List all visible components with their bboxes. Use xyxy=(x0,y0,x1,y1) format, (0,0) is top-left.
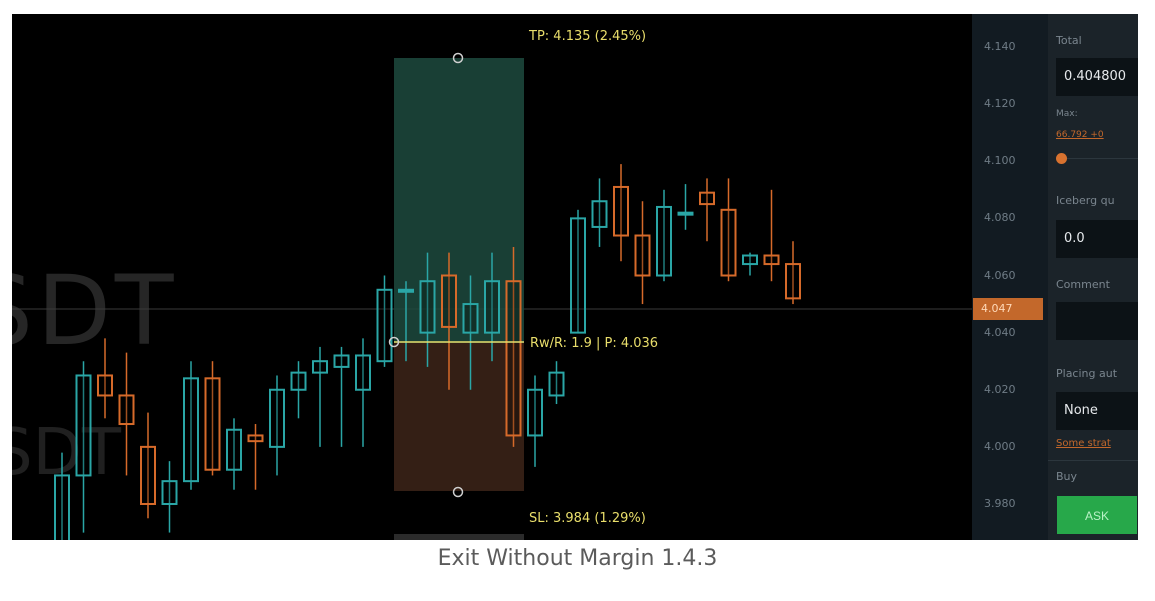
watermark-symbol: SDT xyxy=(12,255,178,367)
price-tick-label: 4.000 xyxy=(984,439,1016,453)
candle-body xyxy=(441,274,457,328)
candle-body xyxy=(161,480,178,505)
order-panel: Total 0.404800 Max: 66.792 +0 Iceberg qu… xyxy=(1048,14,1138,540)
candle-body xyxy=(548,371,565,397)
candle-body xyxy=(720,208,737,277)
current-price-tag: 4.047 xyxy=(973,298,1043,320)
comment-label: Comment xyxy=(1056,278,1110,291)
price-axis[interactable]: 4.140 4.120 4.100 4.080 4.060 4.040 4.020 4.000… xyxy=(972,14,1048,540)
candle-body xyxy=(613,185,629,237)
sl-handle-icon[interactable] xyxy=(452,486,464,498)
price-tick-label: 4.140 xyxy=(984,40,1016,53)
candle-body xyxy=(484,280,500,334)
stop-loss-label: SL: 3.984 (1.29%) xyxy=(529,511,646,526)
scrollbar[interactable] xyxy=(394,534,524,540)
max-label: Max: xyxy=(1056,109,1078,119)
candle-body xyxy=(656,205,672,277)
placing-label: Placing aut xyxy=(1056,367,1118,380)
candlestick-chart[interactable]: SDT SDT TP: 4.135 (2.45%) Rw/R: 1.9 | P:… xyxy=(12,14,972,540)
iceberg-label: Iceberg qu xyxy=(1056,194,1115,207)
candle-body xyxy=(785,263,801,300)
candle-body xyxy=(183,377,199,483)
price-tick-label: 4.040 xyxy=(984,325,1016,339)
price-tick-label: 4.100 xyxy=(984,154,1016,168)
candle-body xyxy=(419,280,436,334)
caption: Exit Without Margin 1.4.3 xyxy=(437,546,718,571)
profit-zone[interactable] xyxy=(394,58,524,343)
candles-group xyxy=(54,164,801,540)
iceberg-input[interactable]: 0.0 xyxy=(1056,220,1138,258)
candle-body xyxy=(75,374,92,477)
candle-body xyxy=(140,445,156,505)
price-tick-label: 4.020 xyxy=(984,382,1016,396)
candle-body xyxy=(763,254,780,266)
total-input[interactable]: 0.404800 xyxy=(1056,58,1138,96)
candle-body xyxy=(398,288,414,293)
candle-body xyxy=(742,254,758,266)
strategy-link[interactable]: Some strat xyxy=(1056,438,1111,449)
candle-body xyxy=(226,428,242,471)
candle-body xyxy=(204,377,221,471)
price-tick-label: 3.980 xyxy=(984,497,1016,510)
candle-body xyxy=(118,394,135,426)
candle-body xyxy=(570,217,586,334)
watermark-symbol-small: SDT xyxy=(12,416,122,490)
price-tick-label: 4.060 xyxy=(984,268,1016,282)
candle-body xyxy=(505,280,522,437)
candle-body xyxy=(462,303,479,334)
placing-select[interactable]: None xyxy=(1056,392,1138,430)
panel-divider xyxy=(1048,460,1138,461)
comment-input[interactable] xyxy=(1056,302,1138,340)
total-label: Total xyxy=(1056,34,1082,47)
candle-body xyxy=(591,200,608,228)
candle-body xyxy=(333,354,350,368)
candle-body xyxy=(97,374,113,397)
price-tick-label: 4.120 xyxy=(984,97,1016,111)
risk-reward-label: Rw/R: 1.9 | P: 4.036 xyxy=(530,336,658,351)
price-tick-label: 4.080 xyxy=(984,211,1016,225)
candle-body xyxy=(677,211,694,216)
candle-body xyxy=(290,371,307,391)
candle-body xyxy=(376,288,393,363)
entry-handle-icon[interactable] xyxy=(388,336,400,348)
loss-zone[interactable] xyxy=(394,343,524,491)
candle-body xyxy=(247,434,264,443)
ask-button[interactable]: ASK xyxy=(1057,496,1137,534)
trading-screenshot: SDT SDT TP: 4.135 (2.45%) Rw/R: 1.9 | P:… xyxy=(12,14,1138,540)
candle-body xyxy=(634,234,651,277)
candle-body xyxy=(699,191,715,206)
tp-handle-icon[interactable] xyxy=(452,52,464,64)
amount-slider-track[interactable] xyxy=(1066,158,1138,159)
candle-body xyxy=(527,388,543,437)
amount-slider-handle[interactable] xyxy=(1056,153,1067,164)
candle-body xyxy=(355,354,371,391)
candle-body xyxy=(312,360,328,374)
candle-body xyxy=(54,474,70,540)
max-value-link[interactable]: 66.792 +0 xyxy=(1056,130,1104,140)
candle-body xyxy=(269,388,285,448)
buy-label: Buy xyxy=(1056,470,1078,483)
take-profit-label: TP: 4.135 (2.45%) xyxy=(528,29,646,44)
